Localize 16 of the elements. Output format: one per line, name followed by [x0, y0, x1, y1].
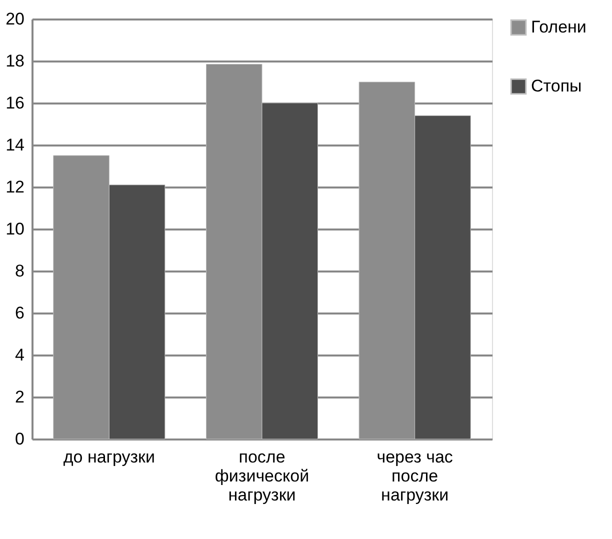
legend-label: Голени	[531, 18, 586, 36]
y-tick-label: 16	[6, 94, 24, 112]
y-tick-label: 12	[6, 178, 24, 196]
x-tick-label: до нагрузки	[63, 448, 155, 466]
y-tick-label: 0	[15, 430, 24, 448]
y-tick-label: 10	[6, 220, 24, 238]
y-tick-label: 4	[15, 346, 24, 364]
x-tick-label: через час после нагрузки	[376, 448, 454, 504]
y-tick-label: 2	[15, 388, 24, 406]
y-tick-label: 6	[15, 304, 24, 322]
legend-label: Стопы	[531, 76, 582, 96]
y-tick-label: 20	[6, 10, 24, 28]
x-tick-label: после физической нагрузки	[214, 448, 310, 504]
y-tick-label: 14	[6, 136, 24, 154]
y-tick-label: 18	[6, 52, 24, 70]
y-tick-label: 8	[15, 262, 24, 280]
